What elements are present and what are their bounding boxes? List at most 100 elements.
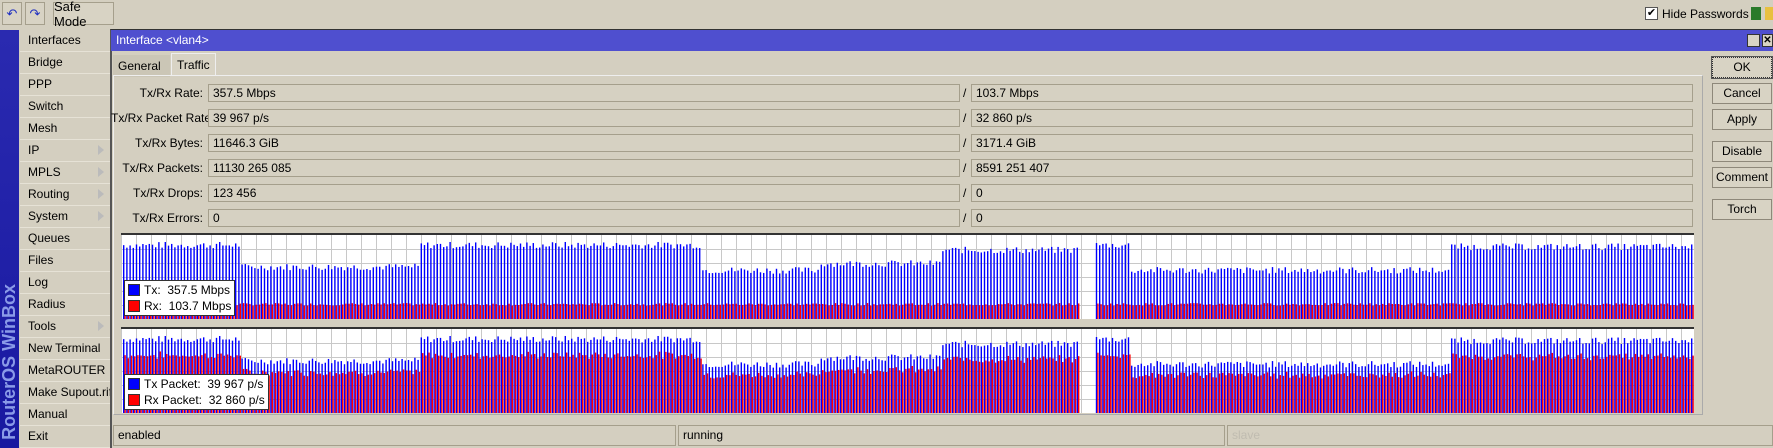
apply-button[interactable]: Apply — [1712, 109, 1772, 130]
rx-bar — [543, 353, 545, 413]
rx-bar — [1110, 356, 1112, 413]
tx-bar — [459, 340, 461, 413]
tx-value-field[interactable]: 39 967 p/s — [208, 109, 960, 127]
rx-bar — [1484, 305, 1486, 319]
rx-value-field[interactable]: 103.7 Mbps — [971, 84, 1693, 102]
tx-bar — [539, 341, 541, 413]
rx-value-field[interactable]: 8591 251 407 — [971, 159, 1693, 177]
menu-item-bridge[interactable]: Bridge — [20, 52, 110, 74]
menu-item-mesh[interactable]: Mesh — [20, 118, 110, 140]
menu-item-interfaces[interactable]: Interfaces — [20, 30, 110, 52]
menu-item-label: Radius — [28, 297, 66, 311]
tx-value-field[interactable]: 0 — [208, 209, 960, 227]
ok-button[interactable]: OK — [1711, 56, 1773, 79]
menu-item-files[interactable]: Files — [20, 250, 110, 272]
tx-bar — [1547, 338, 1549, 413]
safe-mode-button[interactable]: Safe Mode — [53, 0, 114, 29]
rx-bar — [1394, 304, 1397, 319]
tx-bar — [951, 248, 954, 319]
torch-button[interactable]: Torch — [1712, 199, 1772, 220]
tx-bar — [542, 338, 544, 413]
rx-value-field[interactable]: 0 — [971, 209, 1693, 227]
cancel-button[interactable]: Cancel — [1712, 83, 1772, 104]
menu-item-label: Manual — [28, 407, 68, 421]
rx-bar — [690, 353, 693, 413]
tab-traffic[interactable]: Traffic — [171, 53, 216, 75]
menu-item-tools[interactable]: Tools — [20, 316, 110, 338]
tx-value-field[interactable]: 123 456 — [208, 184, 960, 202]
tx-bar — [628, 246, 630, 319]
rx-bar — [1593, 355, 1595, 413]
hide-passwords-checkbox[interactable]: ✔ — [1645, 7, 1658, 20]
menu-item-system[interactable]: System — [20, 206, 110, 228]
menu-item-routing[interactable]: Routing — [20, 184, 110, 206]
tx-bar — [1220, 268, 1222, 319]
redo-button[interactable]: ↷ — [25, 2, 45, 25]
tx-value-field[interactable]: 11130 265 085 — [208, 159, 960, 177]
tx-bar — [1022, 253, 1024, 319]
rx-value-field[interactable]: 0 — [971, 184, 1693, 202]
rx-bar — [444, 304, 446, 319]
tx-bar — [475, 242, 477, 319]
rx-bar — [870, 373, 872, 413]
maximize-button[interactable] — [1747, 34, 1760, 47]
tx-bar — [1035, 345, 1037, 413]
tx-bar — [663, 336, 666, 413]
rx-bar — [985, 304, 987, 319]
menu-item-queues[interactable]: Queues — [20, 228, 110, 250]
comment-button[interactable]: Comment — [1712, 167, 1772, 188]
menu-item-ppp[interactable]: PPP — [20, 74, 110, 96]
rx-value-field[interactable]: 32 860 p/s — [971, 109, 1693, 127]
tx-bar — [414, 357, 416, 413]
rx-bar — [1014, 305, 1016, 319]
rx-bar — [1548, 354, 1550, 413]
tx-bar — [1243, 272, 1245, 319]
menu-item-make-supout-rif[interactable]: Make Supout.rif — [20, 382, 110, 404]
tx-bar — [1460, 243, 1462, 319]
tx-bar — [318, 268, 320, 319]
rx-bar — [1260, 375, 1262, 413]
rx-bar — [1628, 304, 1630, 319]
rx-value-field[interactable]: 3171.4 GiB — [971, 134, 1693, 152]
field-label: Tx/Rx Rate: — [139, 86, 203, 100]
status-slave: slave — [1227, 425, 1773, 446]
tx-bar — [1140, 269, 1142, 319]
tx-bar — [1531, 343, 1533, 413]
menu-item-new-terminal[interactable]: New Terminal — [20, 338, 110, 360]
rx-bar — [838, 369, 840, 413]
tx-bar — [1479, 248, 1482, 319]
rx-bar — [380, 304, 382, 319]
tx-bar — [1006, 247, 1008, 319]
tx-bar — [1591, 338, 1594, 413]
tx-bar — [1534, 248, 1536, 319]
tx-value-field[interactable]: 11646.3 GiB — [208, 134, 960, 152]
undo-button[interactable]: ↶ — [2, 2, 22, 25]
menu-item-radius[interactable]: Radius — [20, 294, 110, 316]
tx-bar — [587, 247, 589, 319]
tab-general[interactable]: General — [113, 55, 170, 77]
tx-bar — [289, 270, 291, 319]
menu-item-manual[interactable]: Manual — [20, 404, 110, 426]
menu-item-metarouter[interactable]: MetaROUTER — [20, 360, 110, 382]
tx-bar — [705, 364, 707, 413]
disable-button[interactable]: Disable — [1712, 141, 1772, 162]
menu-item-exit[interactable]: Exit — [20, 426, 110, 448]
tx-bar — [702, 364, 704, 413]
rx-bar — [1458, 358, 1461, 413]
menu-item-switch[interactable]: Switch — [20, 96, 110, 118]
rx-bar — [1686, 305, 1688, 319]
close-button[interactable]: ✕ — [1762, 34, 1773, 47]
tx-bar — [657, 241, 659, 319]
tx-bar — [475, 336, 477, 413]
tx-value-field[interactable]: 357.5 Mbps — [208, 84, 960, 102]
menu-item-log[interactable]: Log — [20, 272, 110, 294]
menu-item-mpls[interactable]: MPLS — [20, 162, 110, 184]
tx-bar — [1255, 270, 1258, 319]
rx-bar — [1263, 373, 1265, 413]
menu-item-ip[interactable]: IP — [20, 140, 110, 162]
rx-bar — [831, 304, 833, 319]
rx-bar — [604, 353, 606, 413]
tx-bar — [996, 252, 998, 319]
tx-bar — [1643, 245, 1645, 319]
tx-bar — [1399, 366, 1402, 413]
